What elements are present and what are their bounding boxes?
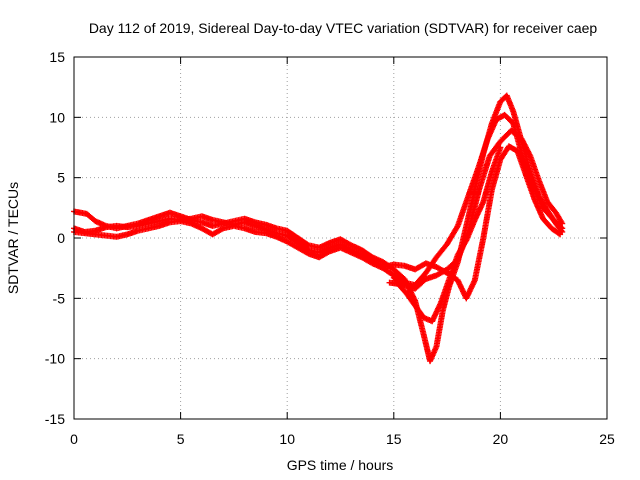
- data-point: [558, 224, 565, 231]
- x-tick-label: 10: [279, 431, 295, 447]
- y-axis-label: SDTVAR / TECUs: [5, 182, 21, 294]
- data-point: [555, 230, 562, 237]
- y-tick-label: 15: [49, 49, 65, 65]
- series-track-3: [71, 143, 564, 302]
- y-tick-label: 10: [49, 109, 65, 125]
- x-tick-label: 0: [70, 431, 78, 447]
- x-tick-label: 25: [599, 431, 615, 447]
- chart-title: Day 112 of 2019, Sidereal Day-to-day VTE…: [89, 20, 598, 36]
- y-tick-label: -10: [45, 351, 65, 367]
- ticks: 0 5 10 15 20 25 15 10 5 0 -5 -10 -15: [45, 49, 615, 447]
- y-tick-label: -15: [45, 411, 65, 427]
- data-point: [304, 246, 311, 253]
- x-tick-label: 15: [386, 431, 402, 447]
- x-axis-label: GPS time / hours: [287, 457, 394, 473]
- data-point: [559, 220, 566, 227]
- data-point: [557, 231, 564, 238]
- y-tick-label: 0: [57, 230, 65, 246]
- data-point: [497, 144, 504, 151]
- data-point: [453, 224, 460, 231]
- y-tick-label: -5: [53, 290, 66, 306]
- x-tick-label: 20: [493, 431, 509, 447]
- y-tick-label: 5: [57, 170, 65, 186]
- x-tick-label: 5: [177, 431, 185, 447]
- series-track-5: [386, 144, 504, 325]
- series-layer: [71, 92, 566, 365]
